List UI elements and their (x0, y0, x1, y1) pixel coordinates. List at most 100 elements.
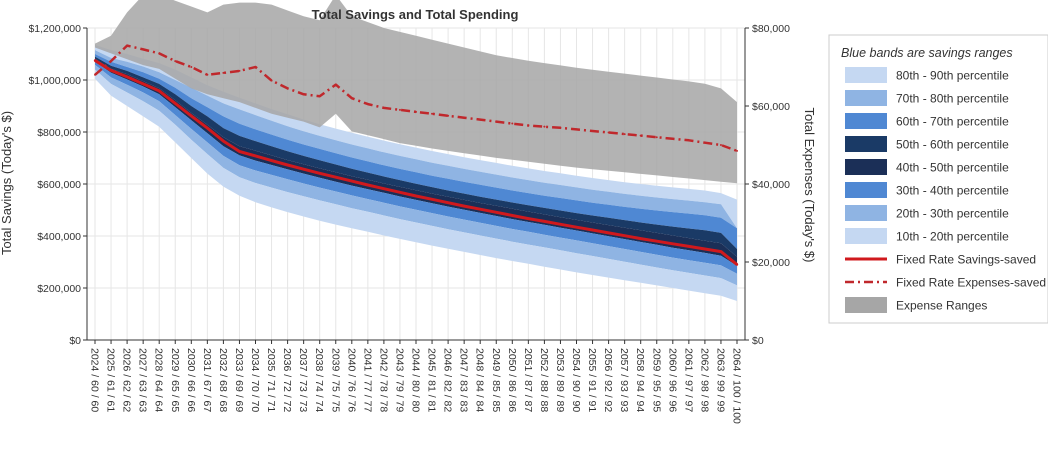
x-tick-label: 2052 / 88 / 88 (538, 348, 550, 412)
expenses-line (94, 44, 738, 153)
expenses-point (270, 79, 273, 82)
legend: Blue bands are savings ranges 80th - 90t… (828, 34, 1048, 324)
x-tick-label: 2057 / 93 / 93 (618, 348, 630, 412)
legend-swatch (845, 228, 887, 244)
savings-point (222, 139, 225, 143)
savings-point (735, 263, 739, 266)
x-tick-label: 2035 / 71 / 71 (265, 348, 277, 412)
legend-title: Blue bands are savings ranges (841, 46, 1013, 60)
legend-label: 20th - 30th percentile (896, 207, 1009, 221)
chart-title: Total Savings and Total Spending (312, 7, 519, 22)
savings-point (575, 225, 578, 229)
savings-point (462, 204, 466, 208)
expenses-point (463, 116, 466, 119)
savings-point (446, 201, 450, 204)
savings-point (655, 240, 658, 243)
legend-label: 50th - 60th percentile (896, 138, 1009, 152)
x-tick-label: 2024 / 60 / 60 (89, 348, 101, 412)
savings-point (270, 159, 273, 162)
legend-swatch (845, 205, 887, 221)
expenses-point (607, 131, 610, 134)
expenses-point (736, 149, 738, 152)
expenses-point (719, 144, 722, 146)
expenses-point (398, 108, 401, 111)
expenses-point (222, 71, 225, 74)
expenses-point (655, 136, 658, 139)
expense-range-area (95, 0, 737, 184)
x-tick-label: 2046 / 82 / 82 (442, 348, 454, 412)
x-tick-label: 2030 / 66 / 66 (185, 348, 197, 412)
y-left-tick-label: $0 (69, 335, 81, 347)
x-tick-label: 2038 / 74 / 74 (313, 348, 325, 412)
x-tick-label: 2055 / 91 / 91 (586, 348, 598, 412)
savings-point (639, 237, 642, 240)
savings-point (527, 217, 530, 220)
legend-swatch (845, 297, 887, 313)
x-tick-label: 2060 / 96 / 96 (666, 348, 678, 412)
y-right-tick-label: $0 (752, 335, 764, 347)
legend-label: 30th - 40th percentile (896, 184, 1009, 198)
x-tick-label: 2061 / 97 / 97 (682, 348, 694, 412)
x-tick-label: 2064 / 100 / 100 (731, 348, 743, 424)
expenses-point (158, 52, 161, 55)
expenses-point (591, 129, 594, 132)
expenses-point (94, 73, 96, 76)
expenses-point (415, 110, 417, 113)
x-tick-label: 2043 / 79 / 79 (393, 348, 405, 412)
x-tick-label: 2036 / 72 / 72 (281, 348, 293, 412)
x-tick-label: 2056 / 92 / 92 (602, 348, 614, 412)
y-left-tick-label: $1,000,000 (28, 75, 81, 87)
expenses-point (511, 122, 514, 125)
x-tick-label: 2050 / 86 / 86 (506, 348, 518, 412)
x-tick-label: 2042 / 78 / 78 (377, 348, 389, 412)
y-left-tick-label: $800,000 (37, 127, 81, 139)
expenses-point (334, 83, 337, 86)
expenses-point (126, 44, 129, 47)
expenses-point (350, 97, 353, 100)
x-tick-label: 2025 / 61 / 61 (105, 348, 117, 412)
x-tick-label: 2040 / 76 / 76 (345, 348, 357, 412)
savings-point (366, 183, 370, 187)
savings-point (158, 89, 161, 93)
savings-point (302, 167, 305, 171)
axis-layer: $0 $200,000 $400,000 $600,000 $800,000 $1,000… (28, 23, 790, 424)
legend-label: Fixed Rate Expenses-saved (896, 276, 1046, 290)
legend-swatch (845, 159, 887, 175)
expenses-point (687, 139, 690, 142)
savings-point (174, 102, 177, 105)
x-tick-label: 2054 / 90 / 90 (570, 348, 582, 412)
savings-point (607, 231, 610, 235)
savings-point (382, 187, 386, 190)
x-tick-label: 2045 / 81 / 81 (426, 348, 438, 412)
expenses-point (639, 134, 642, 137)
x-tick-label: 2063 / 99 / 99 (715, 348, 727, 412)
y-right-tick-label: $20,000 (752, 257, 790, 269)
savings-point (703, 247, 707, 251)
expenses-point (559, 126, 562, 129)
line-layer (93, 44, 739, 266)
expenses-point (286, 87, 289, 90)
y-left-tick-label: $600,000 (37, 179, 81, 191)
savings-point (414, 194, 418, 198)
savings-point (109, 69, 113, 72)
savings-point (430, 198, 434, 201)
x-tick-label: 2031 / 67 / 67 (201, 348, 213, 412)
savings-point (350, 179, 353, 183)
savings-band-6 (95, 61, 737, 274)
savings-point (286, 163, 289, 167)
x-tick-label: 2032 / 68 / 68 (217, 348, 229, 412)
legend-label: 10th - 20th percentile (896, 230, 1009, 244)
savings-point (206, 126, 209, 130)
legend-label: 40th - 50th percentile (896, 161, 1009, 175)
x-tick-label: 2026 / 62 / 62 (121, 348, 133, 412)
legend-swatch (845, 136, 887, 152)
savings-point (254, 154, 257, 158)
expenses-point (447, 114, 450, 117)
savings-point (190, 114, 193, 118)
legend-label: 80th - 90th percentile (896, 69, 1009, 83)
x-tick-label: 2041 / 77 / 77 (361, 348, 373, 412)
savings-point (141, 82, 145, 86)
x-tick-label: 2027 / 63 / 63 (137, 348, 149, 412)
legend-swatch (845, 90, 887, 106)
